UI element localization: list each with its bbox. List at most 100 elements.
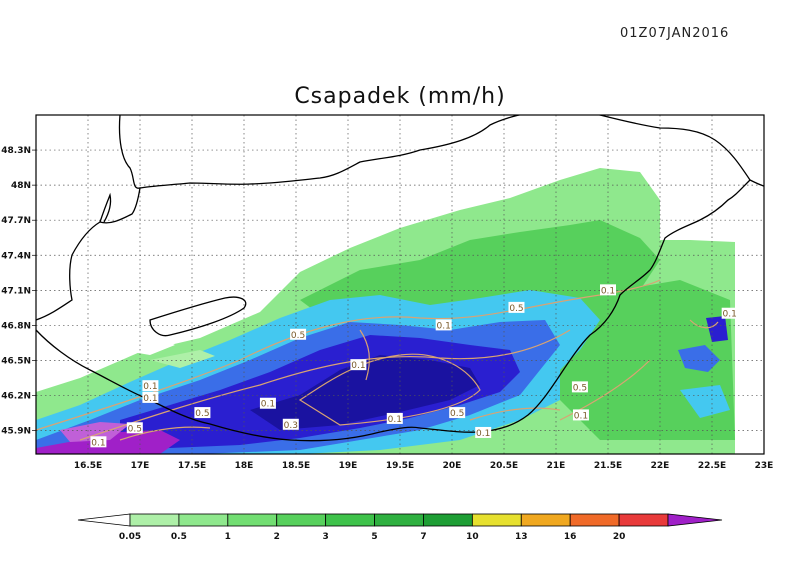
contour-label: 0.5 bbox=[508, 301, 525, 314]
contour-label: 0.1 bbox=[259, 397, 276, 410]
precip-blue-east-2 bbox=[706, 316, 728, 342]
latitude-tick-labels: 48.3N 48N 47.7N 47.4N 47.1N 46.8N 46.5N 46.2N 45… bbox=[1, 146, 31, 437]
contour-label: 0.1 bbox=[90, 436, 107, 448]
contour-label-box bbox=[126, 422, 143, 434]
contour-label-text: 0.5 bbox=[450, 409, 464, 419]
contour-label-box bbox=[90, 436, 107, 448]
lon-tick-label: 22.5E bbox=[698, 461, 726, 471]
lat-tick-label: 48.3N bbox=[1, 146, 31, 156]
colorbar-segment bbox=[325, 513, 375, 527]
contour-label: 0.5 bbox=[449, 407, 466, 419]
colorbar-segment bbox=[374, 513, 424, 527]
lat-tick-label: 46.2N bbox=[1, 392, 31, 402]
lon-tick-label: 21.5E bbox=[594, 461, 622, 471]
colorbar-label: 2 bbox=[274, 532, 280, 542]
colorbar-label: 13 bbox=[515, 532, 528, 542]
lat-tick-label: 47.4N bbox=[1, 251, 31, 261]
contour-label: 0.5 bbox=[126, 422, 143, 434]
contour-label: 0.1 bbox=[142, 391, 159, 404]
lon-tick-label: 19E bbox=[339, 461, 358, 471]
colorbar-label: 10 bbox=[466, 532, 479, 542]
contour-label: 0.5 bbox=[194, 407, 211, 419]
contour-label-box bbox=[721, 307, 738, 319]
border-east bbox=[419, 179, 751, 433]
lat-tick-label: 47.7N bbox=[1, 216, 31, 226]
colorbar-segment bbox=[178, 513, 229, 527]
lon-tick-label: 18.5E bbox=[282, 461, 310, 471]
contour-label-box bbox=[600, 284, 616, 296]
precip-navy bbox=[250, 355, 480, 430]
precip-purple-2 bbox=[60, 422, 130, 442]
contour-label-text: 0.3 bbox=[284, 421, 298, 431]
longitude-tick-labels: 16.5E 17E 17.5E 18E 18.5E 19E 19.5E 20E 20.5E 21E… bbox=[74, 461, 774, 471]
contour-label-box bbox=[142, 391, 159, 403]
colorbar-segment bbox=[618, 513, 669, 527]
contour-label-box bbox=[350, 359, 367, 371]
contour-label-text: 0.5 bbox=[195, 409, 209, 419]
contour-label-box bbox=[475, 426, 492, 438]
contour-label: 0.1 bbox=[721, 307, 738, 320]
lon-tick-label: 17.5E bbox=[178, 461, 206, 471]
contour-value-labels: 0.1 0.5 0.1 0.5 0.1 0.1 0.5 0.1 0.5 0.1 0.1 0.3 0.1 0… bbox=[90, 284, 738, 448]
colorbar-label: 16 bbox=[564, 532, 577, 542]
contour-label-text: 0.5 bbox=[128, 424, 142, 434]
colorbar-segment bbox=[471, 513, 522, 527]
contour-label-box bbox=[571, 381, 588, 393]
lat-tick-label: 46.8N bbox=[1, 321, 31, 331]
contour-label-text: 0.1 bbox=[261, 400, 275, 410]
contour-label-box bbox=[572, 409, 589, 421]
border-hungary bbox=[118, 115, 764, 189]
contour-label: 0.1 bbox=[600, 284, 616, 296]
contour-label: 0.5 bbox=[571, 381, 588, 393]
lat-tick-label: 46.5N bbox=[1, 356, 31, 366]
lon-tick-label: 22E bbox=[651, 461, 670, 471]
plot-frame bbox=[35, 114, 765, 455]
colorbar-segment bbox=[423, 513, 473, 527]
lon-tick-label: 19.5E bbox=[386, 461, 414, 471]
colorbar-segment bbox=[520, 513, 571, 527]
contour-label-box bbox=[435, 319, 452, 331]
lon-tick-label: 18E bbox=[235, 461, 254, 471]
contour-label: 0.3 bbox=[282, 418, 299, 431]
contour-label-text: 0.1 bbox=[601, 286, 615, 296]
contour-label: 0.1 bbox=[350, 359, 367, 371]
contour-label: 0.1 bbox=[475, 426, 492, 439]
contour-label: 0.1 bbox=[142, 380, 159, 392]
border-south bbox=[36, 329, 421, 442]
lon-tick-label: 21E bbox=[547, 461, 566, 471]
contour-label-box bbox=[386, 412, 403, 424]
colorbar: 0.05 0.5 1 2 3 5 7 10 13 16 20 bbox=[77, 513, 723, 542]
lon-tick-label: 16.5E bbox=[74, 461, 102, 471]
colorbar-low-arrow bbox=[77, 513, 131, 527]
lon-tick-label: 20E bbox=[443, 461, 462, 471]
lon-tick-label: 20.5E bbox=[490, 461, 518, 471]
contour-label-text: 0.5 bbox=[573, 383, 587, 393]
colorbar-label: 0.5 bbox=[171, 532, 187, 542]
contour-label-text: 0.1 bbox=[388, 415, 402, 425]
contour-label-box bbox=[259, 397, 276, 409]
contour-label-text: 0.1 bbox=[723, 310, 737, 320]
contour-label-box bbox=[282, 418, 299, 430]
map-title: Csapadek (mm/h) bbox=[294, 84, 506, 109]
contour-label-box bbox=[194, 407, 211, 419]
contour-label: 0.1 bbox=[572, 409, 589, 421]
contour-label-box bbox=[290, 328, 307, 340]
precip-purple bbox=[36, 430, 180, 454]
lon-tick-label: 17E bbox=[131, 461, 150, 471]
contour-label-text: 0.1 bbox=[143, 394, 157, 404]
colorbar-label: 0.05 bbox=[119, 532, 141, 542]
lat-tick-label: 45.9N bbox=[1, 427, 31, 437]
timestamp-label: 01Z07JAN2016 bbox=[620, 26, 730, 41]
country-borders bbox=[36, 115, 764, 442]
colorbar-segment bbox=[276, 513, 327, 527]
colorbar-segment bbox=[227, 513, 278, 527]
colorbar-segment bbox=[129, 513, 180, 527]
contour-label-text: 0.1 bbox=[476, 429, 490, 439]
lon-tick-label: 23E bbox=[755, 461, 774, 471]
contour-label-text: 0.1 bbox=[437, 321, 451, 331]
precip-blue-east bbox=[678, 345, 720, 372]
colorbar-label: 5 bbox=[371, 532, 377, 542]
contour-label-text: 0.1 bbox=[91, 438, 105, 448]
contour-label-text: 0.5 bbox=[509, 304, 523, 314]
